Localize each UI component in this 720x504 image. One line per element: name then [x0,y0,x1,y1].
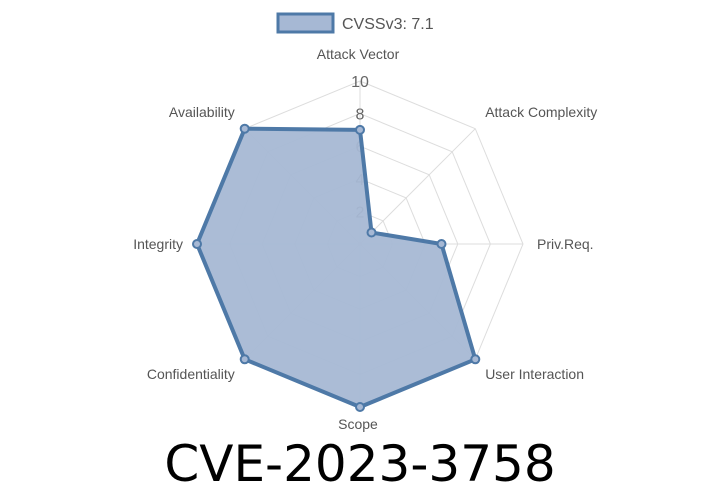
axis-label: Availability [169,104,235,120]
data-point [436,239,447,249]
series-layer [192,123,481,412]
cve-title: CVE-2023-3758 [164,435,556,493]
grid-spoke [359,128,476,245]
tick-label: 8 [356,107,365,124]
data-point [355,124,365,135]
axis-label: Attack Vector [317,46,400,62]
axis-labels: Attack Vector Attack Complexity Priv.Req. U… [133,46,597,432]
data-point [192,239,202,249]
data-point [239,123,250,134]
axis-label: Scope [338,416,378,432]
axis-label: Confidentiality [147,366,235,382]
axis-label: Priv.Req. [537,236,594,252]
data-point [470,354,481,365]
data-point [239,354,250,365]
legend-label: CVSSv3: 7.1 [342,16,434,33]
legend-swatch [276,12,335,34]
tick-label: 10 [351,74,369,91]
data-point [355,402,365,412]
axis-label: Integrity [133,236,183,252]
data-point [366,227,377,238]
axis-label: Attack Complexity [485,104,597,120]
legend[interactable]: CVSSv3: 7.1 [276,12,434,34]
axis-label: User Interaction [485,366,584,382]
